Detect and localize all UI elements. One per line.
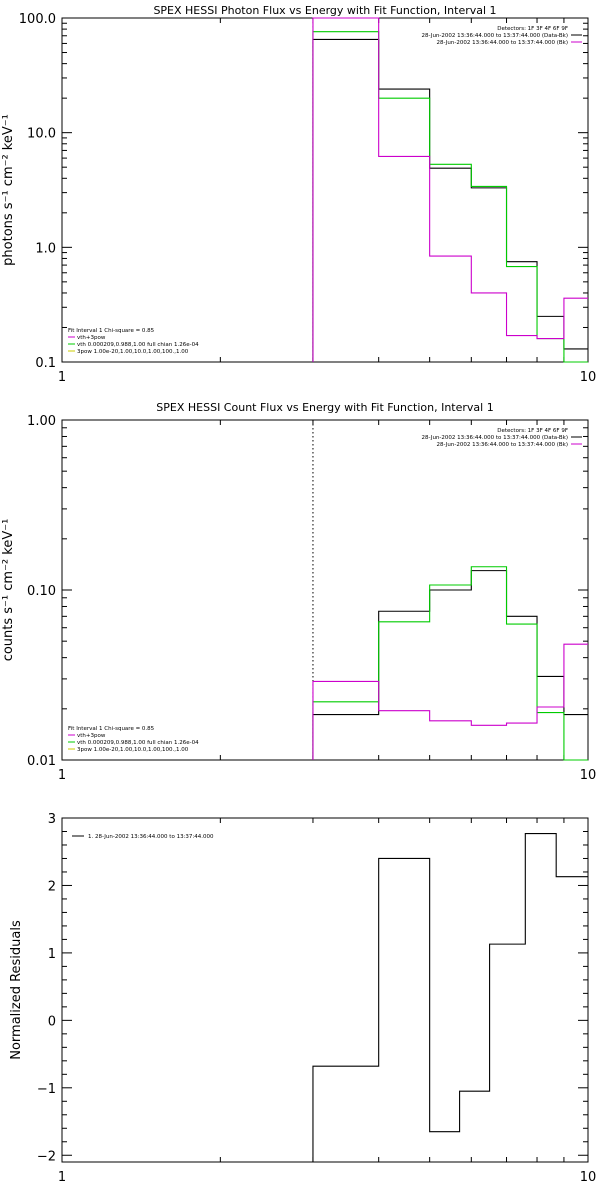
count-flux-plot: 1 10 0.01 0.10 1.00 (27, 414, 596, 783)
series-step-0 (312, 38, 588, 362)
x-tick-label: 1 (58, 768, 66, 783)
legend-left-entry: vth+3pow (77, 335, 106, 341)
series-step-1 (312, 31, 588, 363)
series-step-2 (312, 643, 588, 760)
y-tick-label: −2 (37, 1149, 56, 1164)
legend-entry: 1. 28-Jun-2002 13:36:44.000 to 13:37:44.… (88, 834, 214, 840)
x-tick-label: 10 (580, 370, 597, 385)
legend-right-entry: 28-Jun-2002 13:36:44.000 to 13:37:44.000… (436, 40, 568, 46)
legend-right-entry: 28-Jun-2002 13:36:44.000 to 13:37:44.000… (422, 435, 568, 441)
legend-left-entry: vth+3pow (77, 733, 106, 739)
x-tick-label: 10 (580, 768, 597, 783)
series-step-2 (312, 17, 588, 362)
photon-flux-panel: SPEX HESSI Photon Flux vs Energy with Fi… (1, 4, 596, 385)
y-tick-label: 1.00 (27, 414, 56, 429)
x-tick-label: 1 (58, 1170, 66, 1185)
residuals-plot: 1 10 −2 −1 0 1 2 3 (37, 812, 596, 1185)
plot-frame (61, 17, 589, 363)
x-tick-label: 10 (580, 1170, 597, 1185)
legend-left-entry: 3pow 1.00e-20,1.00,10.0,1.00,100.,1.00 (77, 349, 189, 355)
series-step-1 (312, 566, 588, 761)
legend-right-entry: Detectors: 1F 3F 4F 6F 9F (497, 26, 568, 32)
photon-flux-plot: 1 10 0.1 1.0 10.0 100.0 (19, 12, 596, 385)
plot-frame (61, 419, 589, 761)
y-tick-label: 10.0 (27, 127, 56, 142)
y-tick-label: 0.01 (27, 754, 56, 769)
series-step-0 (312, 832, 588, 1162)
residuals-panel: Normalized Residuals 1 10 −2 −1 0 1 2 3 1. 28-J… (9, 812, 596, 1185)
series-step-0 (312, 570, 588, 760)
legend-left-entry: vth 0.000209,0.988,1.00 full chian 1.26e… (77, 740, 199, 746)
legend-left-entry: Fit Interval 1 Chi-square = 0.85 (68, 726, 155, 732)
legend-right-entry: Detectors: 1F 3F 4F 6F 9F (497, 428, 568, 434)
y-tick-label: 0.10 (27, 584, 56, 599)
legend-right-entry: 28-Jun-2002 13:36:44.000 to 13:37:44.000… (436, 442, 568, 448)
residuals-ylabel: Normalized Residuals (9, 920, 24, 1060)
y-tick-label: 1 (48, 947, 56, 962)
legend-left-entry: 3pow 1.00e-20,1.00,10.0,1.00,100.,1.00 (77, 747, 189, 753)
count-flux-legend-left: Fit Interval 1 Chi-square = 0.85vth+3pow… (68, 726, 199, 753)
photon-flux-title: SPEX HESSI Photon Flux vs Energy with Fi… (153, 4, 496, 17)
x-tick-label: 1 (58, 370, 66, 385)
y-tick-label: 3 (48, 812, 56, 827)
y-tick-label: 100.0 (19, 12, 56, 27)
legend-left-entry: Fit Interval 1 Chi-square = 0.85 (68, 328, 155, 334)
legend-left-entry: vth 0.000209,0.988,1.00 full chian 1.26e… (77, 342, 199, 348)
y-tick-label: 0 (48, 1014, 56, 1029)
count-flux-ylabel: counts s⁻¹ cm⁻² keV⁻¹ (1, 519, 16, 662)
y-tick-label: 0.1 (35, 356, 56, 371)
residuals-legend: 1. 28-Jun-2002 13:36:44.000 to 13:37:44.… (72, 834, 214, 840)
count-flux-panel: SPEX HESSI Count Flux vs Energy with Fit… (1, 401, 596, 783)
plot-frame (61, 817, 589, 1163)
y-tick-label: 1.0 (35, 241, 56, 256)
legend-right-entry: 28-Jun-2002 13:36:44.000 to 13:37:44.000… (422, 33, 568, 39)
y-tick-label: −1 (37, 1082, 56, 1097)
photon-flux-legend-left: Fit Interval 1 Chi-square = 0.85vth+3pow… (68, 328, 199, 355)
photon-flux-ylabel: photons s⁻¹ cm⁻² keV⁻¹ (1, 114, 16, 266)
count-flux-title: SPEX HESSI Count Flux vs Energy with Fit… (156, 401, 493, 414)
y-tick-label: 2 (48, 879, 56, 894)
